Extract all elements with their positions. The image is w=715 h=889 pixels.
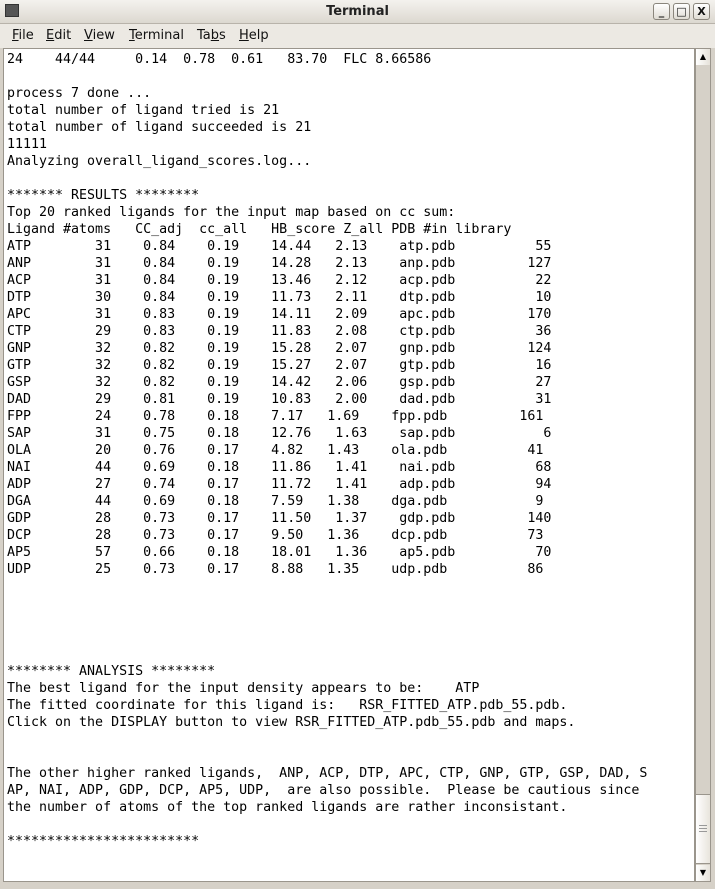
- terminal-line: ANP 31 0.84 0.19 14.28 2.13 anp.pdb 127: [7, 256, 552, 271]
- window-title: Terminal: [326, 4, 389, 19]
- menu-file[interactable]: File: [12, 28, 34, 43]
- scroll-down-button[interactable]: ▼: [696, 865, 710, 881]
- title-bar[interactable]: Terminal _ □ X: [0, 0, 715, 24]
- terminal-line: SAP 31 0.75 0.18 12.76 1.63 sap.pdb 6: [7, 426, 552, 441]
- terminal-line: FPP 24 0.78 0.18 7.17 1.69 fpp.pdb 161: [7, 409, 544, 424]
- terminal-line: [7, 595, 647, 612]
- menu-tabs[interactable]: Tabs: [197, 28, 226, 43]
- terminal-line: 11111: [7, 137, 48, 152]
- menu-edit[interactable]: Edit: [46, 28, 72, 43]
- terminal-line: Click on the DISPLAY button to view RSR_…: [7, 715, 576, 730]
- scroll-up-button[interactable]: ▲: [696, 49, 710, 65]
- terminal-line: total number of ligand tried is 21: [7, 103, 280, 118]
- terminal-icon[interactable]: [5, 4, 19, 17]
- scroll-thumb[interactable]: [696, 794, 710, 864]
- terminal-line: The other higher ranked ligands, ANP, AC…: [7, 766, 648, 781]
- terminal-line: the number of atoms of the top ranked li…: [7, 800, 568, 815]
- terminal-line: [7, 578, 647, 595]
- terminal-line: 24 44/44 0.14 0.78 0.61 83.70 FLC 8.6658…: [7, 52, 432, 67]
- menu-bar: File Edit View Terminal Tabs Help: [0, 24, 715, 48]
- terminal-line: APC 31 0.83 0.19 14.11 2.09 apc.pdb 170: [7, 307, 552, 322]
- terminal-line: ACP 31 0.84 0.19 13.46 2.12 acp.pdb 22: [7, 273, 552, 288]
- close-button[interactable]: X: [693, 3, 710, 20]
- minimize-icon: _: [658, 5, 665, 18]
- terminal-line: Ligand #atoms CC_adj cc_all HB_score Z_a…: [7, 222, 512, 237]
- terminal-line: [7, 816, 647, 833]
- terminal-line: total number of ligand succeeded is 21: [7, 120, 312, 135]
- terminal-line: GNP 32 0.82 0.19 15.28 2.07 gnp.pdb 124: [7, 341, 552, 356]
- terminal-line: OLA 20 0.76 0.17 4.82 1.43 ola.pdb 41: [7, 443, 544, 458]
- vertical-scrollbar[interactable]: ▲ ▼: [695, 48, 711, 882]
- menu-terminal[interactable]: Terminal: [129, 28, 184, 43]
- terminal-line: GSP 32 0.82 0.19 14.42 2.06 gsp.pdb 27: [7, 375, 552, 390]
- menu-view[interactable]: View: [84, 28, 115, 43]
- terminal-line: [7, 68, 647, 85]
- terminal-line: ************************: [7, 834, 200, 849]
- terminal-line: GTP 32 0.82 0.19 15.27 2.07 gtp.pdb 16: [7, 358, 552, 373]
- minimize-button[interactable]: _: [653, 3, 670, 20]
- terminal-line: ADP 27 0.74 0.17 11.72 1.41 adp.pdb 94: [7, 477, 552, 492]
- terminal-line: process 7 done ...: [7, 86, 152, 101]
- maximize-icon: □: [676, 5, 687, 18]
- terminal-line: [7, 629, 647, 646]
- menu-help[interactable]: Help: [239, 28, 269, 43]
- arrow-up-icon: ▲: [699, 52, 707, 61]
- terminal-line: DGA 44 0.69 0.18 7.59 1.38 dga.pdb 9: [7, 494, 544, 509]
- terminal-line: AP5 57 0.66 0.18 18.01 1.36 ap5.pdb 70: [7, 545, 552, 560]
- terminal-line: [7, 170, 647, 187]
- terminal-line: GDP 28 0.73 0.17 11.50 1.37 gdp.pdb 140: [7, 511, 552, 526]
- terminal-line: AP, NAI, ADP, GDP, DCP, AP5, UDP, are al…: [7, 783, 640, 798]
- terminal-line: Analyzing overall_ligand_scores.log...: [7, 154, 312, 169]
- terminal-lines: 24 44/44 0.14 0.78 0.61 83.70 FLC 8.6658…: [7, 51, 647, 850]
- terminal-line: Top 20 ranked ligands for the input map …: [7, 205, 456, 220]
- terminal-line: DCP 28 0.73 0.17 9.50 1.36 dcp.pdb 73: [7, 528, 544, 543]
- terminal-line: CTP 29 0.83 0.19 11.83 2.08 ctp.pdb 36: [7, 324, 552, 339]
- terminal-line: ATP 31 0.84 0.19 14.44 2.13 atp.pdb 55: [7, 239, 552, 254]
- terminal-line: [7, 612, 647, 629]
- terminal-line: [7, 748, 647, 765]
- terminal-line: The best ligand for the input density ap…: [7, 681, 480, 696]
- terminal-line: [7, 646, 647, 663]
- maximize-button[interactable]: □: [673, 3, 690, 20]
- terminal-line: UDP 25 0.73 0.17 8.88 1.35 udp.pdb 86: [7, 562, 544, 577]
- terminal-output[interactable]: 24 44/44 0.14 0.78 0.61 83.70 FLC 8.6658…: [3, 48, 695, 882]
- terminal-line: NAI 44 0.69 0.18 11.86 1.41 nai.pdb 68: [7, 460, 552, 475]
- terminal-line: DAD 29 0.81 0.19 10.83 2.00 dad.pdb 31: [7, 392, 552, 407]
- arrow-down-icon: ▼: [699, 868, 707, 877]
- terminal-line: ******* RESULTS ********: [7, 188, 200, 203]
- terminal-line: ******** ANALYSIS ********: [7, 664, 216, 679]
- terminal-line: [7, 731, 647, 748]
- terminal-line: The fitted coordinate for this ligand is…: [7, 698, 568, 713]
- terminal-line: DTP 30 0.84 0.19 11.73 2.11 dtp.pdb 10: [7, 290, 552, 305]
- close-icon: X: [697, 5, 706, 18]
